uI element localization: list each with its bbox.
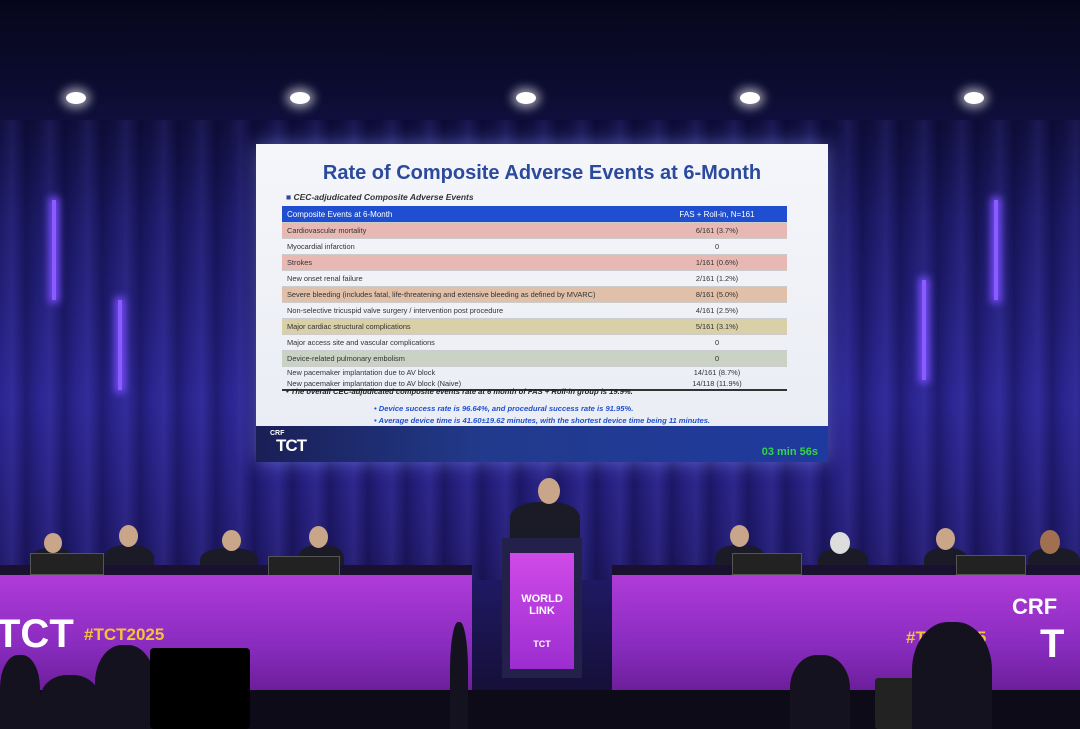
table-row: New pacemaker implantation due to AV blo… [282, 367, 787, 378]
podium-screen: WORLD LINK TCT [510, 553, 574, 669]
table-row: Major cardiac structural complications 5/… [282, 319, 787, 335]
panelist-head [830, 532, 850, 554]
panelist-head [222, 530, 241, 551]
panelist-head [1040, 530, 1060, 554]
table-cell: 0 [714, 242, 720, 251]
table-cell: 4/161 (2.5%) [695, 306, 739, 315]
panelist-head [119, 525, 138, 547]
banner-logo: TCT [0, 612, 74, 656]
ceiling-light [740, 92, 760, 104]
speaker-head [538, 478, 560, 504]
table-row: Non-selective tricuspid valve surgery / … [282, 303, 787, 319]
laptop [268, 556, 340, 576]
ceiling-light [964, 92, 984, 104]
table-cell: 1/161 (0.6%) [695, 258, 739, 267]
banner-logo: T [1040, 622, 1065, 666]
neon-strip [922, 280, 926, 380]
panelist-head [309, 526, 328, 548]
table-cell: 0 [714, 338, 720, 347]
table-cell: Strokes [287, 258, 313, 267]
table-row: Cardiovascular mortality 6/161 (3.7%) [282, 223, 787, 239]
banner-hashtag: #TCT2025 [84, 625, 165, 644]
note: The overall CEC-adjudicated composite ev… [286, 387, 633, 396]
table-cell: Non-selective tricuspid valve surgery / … [287, 306, 504, 315]
table-cell: 0 [714, 354, 720, 363]
audience [912, 622, 992, 729]
slide-footer [256, 426, 828, 462]
table-cell: Major access site and vascular complicat… [287, 338, 435, 347]
table-cell: 14/118 (11.9%) [692, 379, 742, 388]
projection-screen: Rate of Composite Adverse Events at 6-Mo… [256, 144, 828, 462]
header-cell: Composite Events at 6-Month [287, 209, 393, 219]
timer: 03 min 56s [761, 446, 818, 458]
audience [0, 655, 40, 729]
table-cell: Device-related pulmonary embolism [287, 354, 405, 363]
table-cell: New pacemaker implantation due to AV blo… [287, 368, 436, 377]
note: Device success rate is 96.64%, and proce… [374, 404, 634, 413]
logo-name: TCT [276, 436, 307, 455]
microphone-stand [450, 622, 468, 729]
slide-subtitle: CEC-adjudicated Composite Adverse Events [286, 192, 474, 202]
table-header: Composite Events at 6-Month FAS + Roll-i… [282, 206, 787, 223]
slide-title: Rate of Composite Adverse Events at 6-Mo… [322, 162, 762, 184]
table-row: New onset renal failure 2/161 (1.2%) [282, 271, 787, 287]
table-cell: 5/161 (3.1%) [695, 322, 739, 331]
desk-top [0, 565, 472, 577]
table-cell: New pacemaker implantation due to AV blo… [287, 379, 462, 388]
camera [150, 648, 250, 729]
table-cell: 8/161 (5.0%) [695, 290, 739, 299]
laptop [732, 553, 802, 575]
podium-text: LINK [529, 605, 555, 617]
audience [95, 645, 155, 729]
podium-logo: TCT [533, 639, 551, 649]
panelist-head [936, 528, 955, 550]
table-cell: 6/161 (3.7%) [695, 226, 739, 235]
table-cell: New onset renal failure [287, 274, 363, 283]
header-cell: FAS + Roll-in, N=161 [679, 209, 755, 219]
neon-strip [52, 200, 56, 300]
table-row: Strokes 1/161 (0.6%) [282, 255, 787, 271]
neon-strip [118, 300, 122, 390]
ceiling-light [290, 92, 310, 104]
note: Average device time is 41.60±19.62 minut… [374, 416, 711, 425]
audience [40, 675, 100, 729]
banner-brand: CRF [1012, 594, 1058, 619]
neon-strip [994, 200, 998, 300]
table-row: Major access site and vascular complicat… [282, 335, 787, 351]
ceiling-light [66, 92, 86, 104]
speaker [510, 502, 580, 542]
table-cell: 2/161 (1.2%) [695, 274, 739, 283]
laptop [30, 553, 104, 575]
table-cell: Cardiovascular mortality [287, 226, 367, 235]
audience [790, 655, 850, 729]
table-cell: Severe bleeding (includes fatal, life-th… [287, 290, 596, 299]
table-row: Myocardial infarction 0 [282, 239, 787, 255]
table-cell: Myocardial infarction [287, 242, 355, 251]
laptop [956, 555, 1026, 575]
panelist-head [44, 533, 62, 553]
table-row: Device-related pulmonary embolism 0 [282, 351, 787, 367]
table-cell: Major cardiac structural complications [287, 322, 411, 331]
panelist-head [730, 525, 749, 547]
events-table: Composite Events at 6-Month FAS + Roll-i… [282, 206, 787, 391]
podium-text: WORLD [521, 593, 563, 605]
logo-brand: CRF [270, 430, 285, 437]
ceiling-light [516, 92, 536, 104]
table-cell: 14/161 (8.7%) [693, 368, 741, 377]
table-row: Severe bleeding (includes fatal, life-th… [282, 287, 787, 303]
